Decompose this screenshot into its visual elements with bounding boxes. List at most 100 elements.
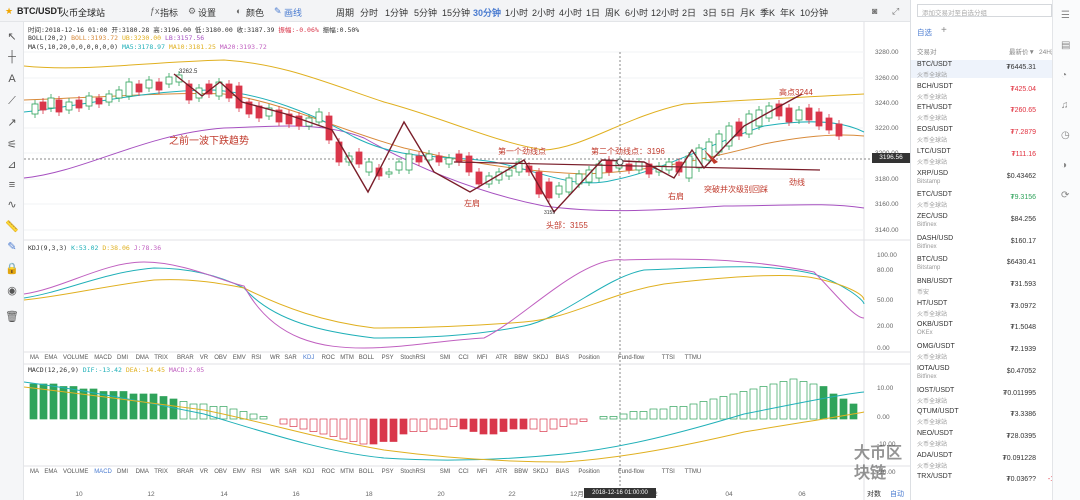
indicator-tab-cci[interactable]: CCI xyxy=(458,469,469,475)
indicator-tab-bbw[interactable]: BBW xyxy=(514,469,528,475)
pair-title[interactable]: BTC/USDT xyxy=(17,6,63,16)
indicator-tab-vr[interactable]: VR xyxy=(199,355,209,361)
indicator-tab-ma[interactable]: MA xyxy=(30,469,39,475)
indicator-tab-position[interactable]: Position xyxy=(578,469,600,475)
tf-5m[interactable]: 5分钟 xyxy=(414,8,438,18)
indicator-tab-brar[interactable]: BRAR xyxy=(177,469,194,475)
indicator-tab-rsi[interactable]: RSI xyxy=(251,469,262,475)
tf-fenshi[interactable]: 分时 xyxy=(360,8,379,18)
tf-1d[interactable]: 1日 xyxy=(586,8,601,18)
log-scale-toggle[interactable]: 对数 xyxy=(867,491,881,498)
tf-month[interactable]: 月K xyxy=(740,8,756,18)
indicator-tab-kdj[interactable]: KDJ xyxy=(303,355,315,361)
indicator-tab-skdj[interactable]: SKDJ xyxy=(532,355,549,361)
indicator-tab-psy[interactable]: PSY xyxy=(381,469,394,475)
tf-30m[interactable]: 30分钟 xyxy=(473,8,502,18)
indicator-tab-boll[interactable]: BOLL xyxy=(358,355,375,361)
indicator-tab-wr[interactable]: WR xyxy=(270,355,280,361)
indicator-tab-dmi[interactable]: DMI xyxy=(117,355,128,361)
chart-icon[interactable]: ◔ xyxy=(1061,70,1068,81)
indicator-tab-ema[interactable]: EMA xyxy=(44,469,58,475)
indicator-tab-emv[interactable]: EMV xyxy=(232,355,246,361)
tf-15m[interactable]: 15分钟 xyxy=(442,8,471,18)
draw-button[interactable]: 画线 xyxy=(284,8,303,18)
tf-1h[interactable]: 1小时 xyxy=(505,8,529,18)
tf-quarter[interactable]: 季K xyxy=(760,8,776,18)
indicator-tab-bias[interactable]: BIAS xyxy=(555,469,570,475)
indicator-tab-sar[interactable]: SAR xyxy=(284,355,297,361)
lock-icon[interactable]: 🔒 xyxy=(5,263,19,275)
indicator-tab-roc[interactable]: ROC xyxy=(321,355,335,361)
theme-button[interactable]: 颜色 xyxy=(246,8,265,18)
indicator-tab-fund-flow[interactable]: Fund-flow xyxy=(618,469,645,475)
indicator-tab-bbw[interactable]: BBW xyxy=(514,355,528,361)
indicator-tab-sar[interactable]: SAR xyxy=(284,469,297,475)
tf-year[interactable]: 年K xyxy=(780,8,796,18)
indicator-tab-dma[interactable]: DMA xyxy=(135,355,149,361)
trash-icon[interactable]: 🗑 xyxy=(5,311,19,323)
list-icon[interactable]: ▤ xyxy=(1061,40,1071,51)
line-icon[interactable]: ⟋ xyxy=(8,95,16,107)
indicator-tab-obv[interactable]: OBV xyxy=(214,355,227,361)
tf-2h[interactable]: 2小时 xyxy=(532,8,556,18)
hlines-icon[interactable]: ≡ xyxy=(8,179,16,191)
indicator-tab-ttsi[interactable]: TTSI xyxy=(661,355,675,361)
menu-icon[interactable]: ☰ xyxy=(1061,10,1070,21)
indicator-tab-ttmu[interactable]: TTMU xyxy=(684,355,702,361)
tf-2d[interactable]: 2日 xyxy=(682,8,697,18)
wave-icon[interactable]: ∿ xyxy=(7,199,17,211)
indicator-tab-wr[interactable]: WR xyxy=(270,469,280,475)
indicator-tab-atr[interactable]: ATR xyxy=(495,469,508,475)
tab-favorites[interactable]: 自选 xyxy=(917,28,932,37)
indicator-tab-mtm[interactable]: MTM xyxy=(340,469,354,475)
indicator-tab-skdj[interactable]: SKDJ xyxy=(532,469,549,475)
indicator-tab-smi[interactable]: SMI xyxy=(439,355,451,361)
indicator-tab-mtm[interactable]: MTM xyxy=(340,355,354,361)
gauge-icon[interactable]: ◑ xyxy=(1061,160,1068,171)
tf-1m[interactable]: 1分钟 xyxy=(385,8,409,18)
settings-button[interactable]: 设置 xyxy=(198,8,217,18)
tf-5d[interactable]: 5日 xyxy=(721,8,736,18)
indicator-tab-emv[interactable]: EMV xyxy=(232,469,246,475)
indicator-tab-roc[interactable]: ROC xyxy=(321,469,335,475)
indicator-tab-ma[interactable]: MA xyxy=(30,355,39,361)
clock-icon[interactable]: ◷ xyxy=(1061,130,1070,141)
sync-icon[interactable]: ⟳ xyxy=(1061,190,1070,201)
indicator-tab-smi[interactable]: SMI xyxy=(439,469,451,475)
indicator-tab-macd[interactable]: MACD xyxy=(94,469,112,475)
indicator-tab-psy[interactable]: PSY xyxy=(381,355,394,361)
tf-12h[interactable]: 12小时 xyxy=(651,8,680,18)
indicator-tab-mfi[interactable]: MFI xyxy=(477,469,488,475)
pen-icon[interactable]: ✎ xyxy=(7,241,17,253)
indicators-button[interactable]: 指标 xyxy=(160,8,179,18)
fullscreen-icon[interactable]: ⤢ xyxy=(892,6,900,16)
auto-scale-toggle[interactable]: 自动 xyxy=(890,491,904,498)
indicator-tab-fund-flow[interactable]: Fund-flow xyxy=(618,355,645,361)
search-input[interactable]: 添加交易对至自选分组 xyxy=(917,4,1052,17)
indicator-tab-ttmu[interactable]: TTMU xyxy=(684,469,702,475)
indicator-tab-obv[interactable]: OBV xyxy=(214,469,227,475)
crosshair-icon[interactable]: ┼ xyxy=(8,51,16,63)
indicator-tab-volume[interactable]: VOLUME xyxy=(63,355,89,361)
indicator-tab-ema[interactable]: EMA xyxy=(44,355,58,361)
tf-6h[interactable]: 6小时 xyxy=(625,8,649,18)
indicator-tab-cci[interactable]: CCI xyxy=(458,355,469,361)
favorite-star-icon[interactable]: ★ xyxy=(5,6,14,16)
indicator-tab-ttsi[interactable]: TTSI xyxy=(661,469,675,475)
indicator-tab-bias[interactable]: BIAS xyxy=(555,355,570,361)
indicator-tab-stochrsi[interactable]: StochRSI xyxy=(400,355,426,361)
indicator-tab-trix[interactable]: TRIX xyxy=(154,469,168,475)
chart-area[interactable]: 3280.003260.003240.003220.003200.003180.… xyxy=(24,22,910,500)
indicator-tab-atr[interactable]: ATR xyxy=(495,355,508,361)
indicator-tab-trix[interactable]: TRIX xyxy=(154,355,168,361)
indicator-tab-volume[interactable]: VOLUME xyxy=(63,469,89,475)
indicator-tab-vr[interactable]: VR xyxy=(199,469,209,475)
chart-canvas[interactable]: 3280.003260.003240.003220.003200.003180.… xyxy=(24,22,910,500)
indicator-tab-kdj[interactable]: KDJ xyxy=(303,469,315,475)
bell-icon[interactable]: ♫ xyxy=(1061,100,1069,111)
fib-icon[interactable]: ⚟ xyxy=(7,139,17,151)
channel-icon[interactable]: ⊿ xyxy=(7,159,17,171)
tf-4h[interactable]: 4小时 xyxy=(559,8,583,18)
cursor-icon[interactable]: ↖ xyxy=(7,31,17,43)
tf-3d[interactable]: 3日 xyxy=(703,8,718,18)
